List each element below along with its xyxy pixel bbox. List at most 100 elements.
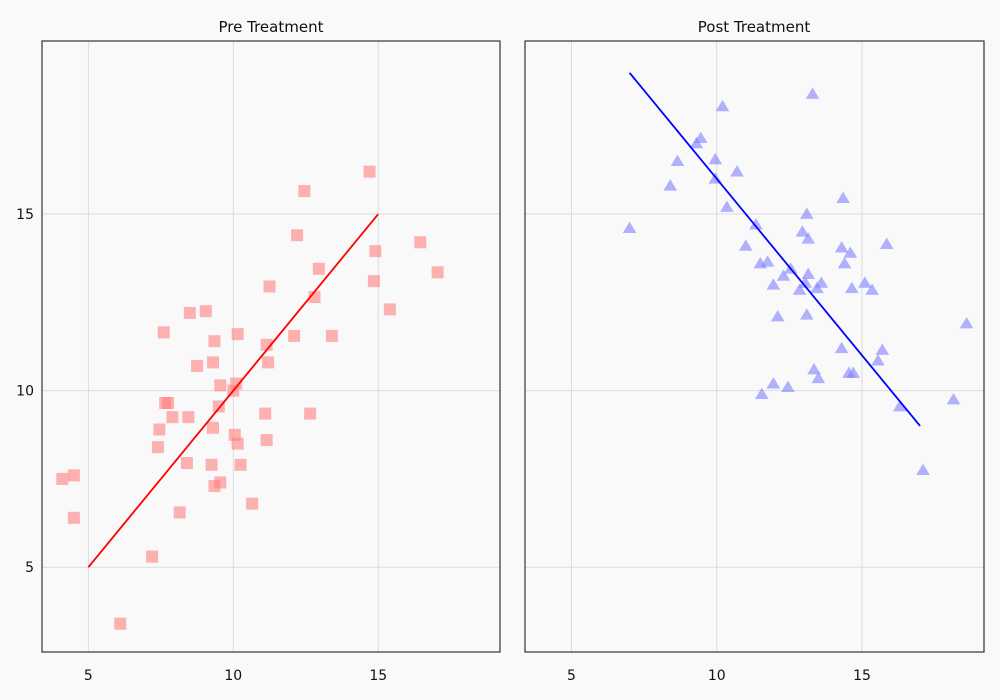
y-tick-label: 15 — [16, 207, 34, 223]
data-point — [858, 276, 872, 288]
data-point — [622, 221, 637, 234]
data-point — [738, 239, 753, 251]
data-point — [846, 366, 861, 378]
data-point — [663, 179, 678, 191]
data-point — [304, 407, 317, 420]
data-point — [183, 306, 196, 319]
data-point — [214, 379, 227, 392]
data-point — [760, 255, 775, 267]
data-point — [234, 458, 247, 471]
x-tick-label: 15 — [369, 668, 387, 684]
data-point — [369, 245, 382, 258]
data-point — [199, 305, 212, 318]
data-point — [798, 276, 813, 288]
data-point — [814, 276, 829, 288]
data-point — [781, 380, 795, 392]
data-point — [844, 281, 859, 294]
data-point — [805, 87, 820, 99]
x-tick-label: 5 — [84, 668, 93, 684]
data-point — [259, 407, 272, 420]
data-point — [720, 200, 734, 212]
x-tick-label: 5 — [567, 668, 576, 684]
data-point — [298, 185, 311, 198]
data-point — [834, 341, 849, 354]
data-point — [151, 441, 164, 454]
data-point — [162, 397, 175, 410]
data-point — [836, 191, 850, 204]
data-point — [166, 411, 179, 424]
data-point — [807, 362, 821, 375]
data-point — [946, 392, 961, 405]
data-point — [191, 359, 204, 372]
data-point — [693, 131, 708, 143]
data-point — [67, 469, 80, 482]
data-point — [754, 387, 769, 400]
trend-line — [87, 213, 379, 568]
data-point — [770, 309, 785, 322]
data-point — [414, 236, 427, 249]
data-point — [231, 437, 244, 450]
panel-title: Post Treatment — [698, 18, 811, 36]
data-point — [205, 458, 218, 471]
data-point — [291, 229, 304, 242]
data-point — [801, 232, 816, 244]
data-point — [843, 246, 858, 258]
data-point — [792, 283, 807, 295]
data-point — [180, 457, 193, 470]
data-point — [879, 237, 894, 249]
plot-frame — [41, 40, 501, 653]
data-point — [916, 463, 930, 475]
y-tick-label: 10 — [16, 384, 34, 400]
data-point — [157, 326, 170, 339]
data-point — [834, 241, 849, 253]
data-point — [801, 267, 816, 279]
data-point — [715, 99, 730, 112]
data-point — [776, 269, 791, 281]
data-point — [207, 421, 220, 434]
data-point — [214, 476, 227, 489]
x-tick-label: 10 — [224, 668, 242, 684]
y-tick-label: 5 — [25, 560, 34, 576]
data-point — [288, 329, 301, 342]
data-point — [207, 356, 220, 369]
data-point — [260, 434, 273, 447]
plot-frame — [524, 40, 985, 653]
data-point — [749, 218, 763, 230]
data-point — [795, 225, 810, 237]
data-point — [262, 356, 275, 369]
data-point — [892, 400, 907, 412]
data-point — [114, 617, 127, 630]
data-point — [959, 317, 974, 329]
data-point — [312, 262, 325, 275]
data-point — [799, 207, 814, 219]
data-point — [56, 472, 69, 485]
data-point — [363, 165, 376, 178]
x-tick-label: 15 — [853, 668, 871, 684]
data-point — [246, 497, 259, 510]
data-point — [766, 278, 781, 290]
panel-pre-treatment: Pre Treatment 5 10 15 5 10 15 — [16, 18, 501, 684]
panel-title: Pre Treatment — [219, 18, 324, 36]
trend-line — [628, 72, 921, 427]
data-point — [231, 328, 244, 341]
data-point — [837, 257, 852, 269]
data-point — [766, 377, 781, 389]
data-point — [153, 423, 166, 436]
data-point — [146, 550, 159, 563]
data-point — [182, 411, 195, 424]
data-point — [799, 308, 814, 320]
data-point — [263, 280, 276, 293]
data-point — [871, 354, 885, 366]
data-point — [811, 371, 826, 384]
data-point — [875, 343, 890, 355]
data-point — [173, 506, 186, 519]
data-point — [865, 283, 879, 295]
data-point — [730, 165, 744, 177]
data-point — [708, 152, 723, 165]
x-tick-label: 10 — [708, 668, 726, 684]
data-point — [325, 329, 338, 342]
data-point — [67, 511, 80, 524]
panel-post-treatment: Post Treatment 5 10 15 — [524, 18, 985, 684]
data-point — [230, 377, 243, 390]
